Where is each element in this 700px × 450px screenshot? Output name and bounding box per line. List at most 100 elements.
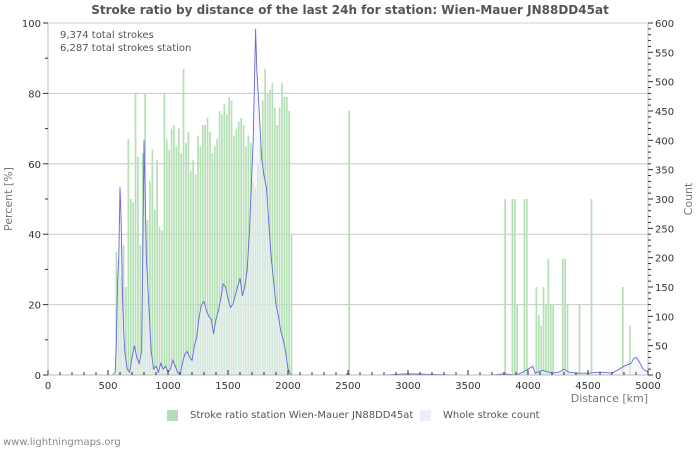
y2-tick-label: 100	[655, 312, 674, 323]
y2-tick-label: 550	[655, 48, 674, 59]
legend-item-count: Whole stroke count	[420, 410, 540, 421]
y-tick-label: 20	[28, 301, 41, 312]
bar	[158, 227, 161, 375]
bar	[223, 103, 226, 376]
bar	[125, 287, 127, 375]
bar	[549, 304, 552, 375]
total-strokes: 9,374 total strokes	[60, 30, 154, 41]
bar	[535, 287, 538, 375]
bar	[504, 199, 506, 375]
bar	[290, 234, 293, 375]
bar	[127, 139, 130, 375]
bar	[132, 202, 134, 375]
bar	[149, 181, 151, 375]
bar	[542, 287, 545, 375]
y2-tick-label: 350	[655, 166, 674, 177]
x-tick-label: 3500	[455, 381, 480, 392]
bar	[165, 139, 168, 375]
y2-tick-label: 500	[655, 78, 674, 89]
x-tick-label: 2000	[275, 381, 300, 392]
x-tick-label: 3000	[395, 381, 420, 392]
bar	[137, 156, 139, 375]
bar	[278, 107, 281, 375]
bar	[139, 244, 142, 375]
legend-label-ratio: Stroke ratio station Wien-Mauer JN88DD45…	[190, 410, 414, 421]
bar	[182, 68, 185, 375]
x-axis-label: Distance [km]	[571, 392, 648, 405]
bar	[175, 146, 178, 375]
legend-label-count: Whole stroke count	[443, 410, 540, 421]
bar	[225, 114, 228, 376]
y2-tick-label: 200	[655, 254, 674, 265]
bar	[271, 82, 274, 375]
bar	[288, 111, 290, 375]
bar	[237, 121, 240, 375]
bar	[228, 96, 230, 376]
bar	[545, 304, 547, 375]
y2-axis-label: Count	[682, 182, 695, 215]
legend-item-ratio: Stroke ratio station Wien-Mauer JN88DD45…	[167, 410, 413, 421]
bar	[129, 199, 132, 375]
y-tick-label: 100	[22, 19, 41, 30]
bar	[235, 128, 238, 375]
x-tick-label: 1000	[155, 381, 180, 392]
bar	[590, 199, 593, 375]
y2-tick-label: 250	[655, 224, 674, 235]
bar	[221, 114, 223, 376]
bar	[218, 111, 221, 375]
y2-tick-label: 50	[655, 342, 668, 353]
bar	[156, 160, 158, 375]
legend-swatch-ratio	[167, 410, 178, 421]
bar	[187, 132, 190, 375]
bar	[185, 142, 187, 375]
bar	[621, 287, 624, 375]
bar	[523, 199, 526, 375]
bar	[209, 132, 211, 375]
bar	[273, 107, 276, 375]
bar	[199, 146, 202, 375]
y2-tick-label: 300	[655, 195, 674, 206]
bar	[525, 199, 528, 375]
y2-tick-label: 600	[655, 19, 674, 30]
bar	[245, 146, 247, 375]
bar	[192, 160, 194, 375]
bar	[206, 118, 209, 375]
bar	[578, 304, 581, 375]
y-tick-label: 0	[35, 371, 41, 382]
x-tick-label: 2500	[335, 381, 360, 392]
bar	[216, 139, 218, 375]
bar	[134, 93, 137, 376]
bar	[547, 258, 550, 375]
bar	[180, 153, 182, 375]
bar	[194, 174, 197, 375]
bar	[233, 135, 235, 375]
y-tick-label: 80	[28, 89, 41, 100]
bar	[629, 325, 631, 375]
bar	[197, 135, 199, 375]
footer-link[interactable]: www.lightningmaps.org	[3, 437, 121, 448]
bar	[566, 304, 569, 375]
y2-tick-label: 450	[655, 107, 674, 118]
y-axis-label: Percent [%]	[2, 167, 15, 231]
bar	[540, 325, 542, 375]
bar	[511, 199, 514, 375]
total-strokes-station: 6,287 total strokes station	[60, 42, 192, 54]
y2-tick-label: 0	[655, 371, 661, 382]
bar	[552, 304, 554, 375]
bar	[115, 251, 118, 375]
bar	[189, 170, 192, 375]
y2-tick-label: 150	[655, 283, 674, 294]
bar	[204, 125, 206, 375]
bar	[348, 111, 350, 375]
bar	[168, 149, 170, 375]
bar	[177, 128, 180, 375]
x-tick-label: 0	[45, 381, 51, 392]
bar	[561, 258, 564, 375]
bar	[230, 100, 233, 375]
bar	[240, 118, 242, 375]
bar	[173, 125, 175, 375]
count-line	[108, 28, 649, 377]
bar	[269, 89, 271, 375]
bar	[170, 128, 173, 375]
